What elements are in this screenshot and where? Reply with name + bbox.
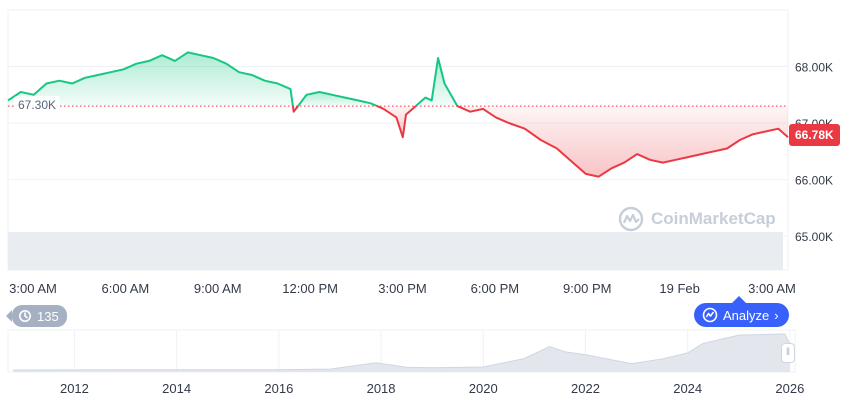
reference-price-text: 67.30K [18, 98, 56, 112]
volume-layer [8, 232, 783, 270]
y-tick-label: 66.00K [795, 174, 833, 188]
context-chart[interactable]: 2012 2014 2016 2018 2020 2022 2024 2026 [8, 330, 804, 396]
context-x-tick-label: 2020 [469, 381, 498, 396]
reference-price-label: 67.30K [14, 96, 60, 114]
current-price-text: 66.78K [795, 128, 834, 142]
range-scroll-handle[interactable]: ‖ [781, 343, 795, 363]
current-price-badge: 66.78K [789, 124, 840, 146]
analyze-button[interactable]: Analyze › [694, 303, 789, 327]
history-badge[interactable]: 135 [12, 305, 67, 327]
x-tick-label: 19 Feb [659, 281, 699, 296]
x-tick-label: 3:00 PM [378, 281, 426, 296]
context-x-tick-label: 2022 [571, 381, 600, 396]
area-layer [8, 52, 788, 176]
context-x-tick-label: 2024 [673, 381, 702, 396]
context-x-tick-label: 2014 [162, 381, 191, 396]
x-tick-label: 12:00 PM [282, 281, 338, 296]
x-tick-label: 3:00 AM [748, 281, 796, 296]
x-tick-label: 6:00 AM [102, 281, 150, 296]
analyze-label: Analyze [723, 308, 769, 323]
coinmarketcap-logo-icon [618, 206, 644, 232]
chevron-right-icon: › [774, 308, 778, 323]
analyze-pointer [732, 296, 746, 303]
x-tick-label: 6:00 PM [471, 281, 519, 296]
x-tick-label: 3:00 AM [9, 281, 57, 296]
context-x-tick-label: 2026 [775, 381, 804, 396]
x-tick-label: 9:00 PM [563, 281, 611, 296]
y-tick-label: 65.00K [795, 230, 833, 244]
context-x-tick-label: 2012 [60, 381, 89, 396]
analyze-icon [702, 307, 718, 323]
volume-band [8, 232, 783, 270]
x-tick-label: 9:00 AM [194, 281, 242, 296]
context-x-tick-label: 2016 [264, 381, 293, 396]
watermark-text: CoinMarketCap [651, 209, 776, 229]
y-tick-label: 68.00K [795, 61, 833, 75]
history-icon [18, 309, 32, 323]
context-x-tick-label: 2018 [367, 381, 396, 396]
history-count: 135 [37, 309, 59, 324]
coinmarketcap-watermark: CoinMarketCap [618, 206, 776, 232]
